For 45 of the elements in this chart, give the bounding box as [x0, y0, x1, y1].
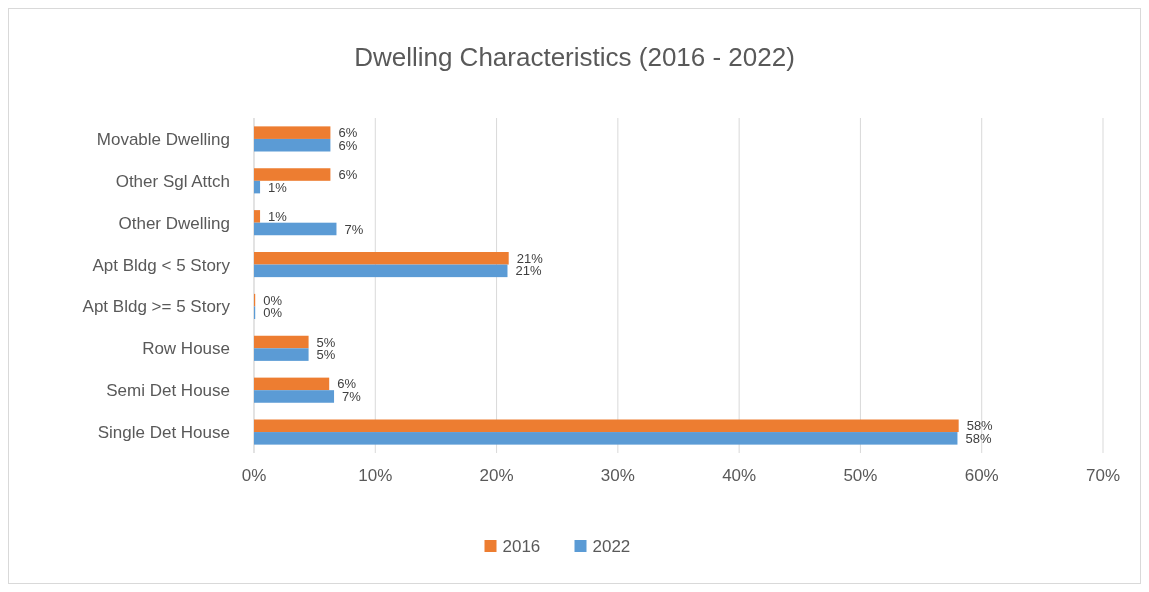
y-tick-label: Semi Det House — [106, 381, 230, 401]
data-label: 1% — [268, 208, 288, 224]
bar — [254, 390, 335, 403]
y-tick-label: Other Sgl Attch — [115, 171, 230, 191]
bar — [254, 252, 509, 265]
y-tick-label: Other Dwelling — [118, 213, 230, 233]
x-tick-label: 70% — [1085, 466, 1121, 485]
data-label: 1% — [268, 179, 288, 195]
y-tick-label: Row House — [142, 339, 230, 359]
bar — [254, 210, 261, 223]
bar — [254, 377, 330, 391]
data-label: 7% — [344, 221, 364, 237]
x-tick-label: 40% — [722, 466, 757, 485]
x-tick-label: 60% — [964, 466, 999, 485]
y-tick-label: Single Det House — [97, 423, 230, 443]
x-tick-label: 20% — [479, 466, 514, 485]
bar — [254, 138, 331, 152]
bar — [254, 126, 331, 139]
legend-label: 2022 — [592, 536, 631, 556]
data-label: 6% — [337, 376, 357, 392]
data-label: 0% — [263, 292, 283, 308]
data-label: 21% — [516, 250, 544, 266]
x-tick-label: 0% — [241, 466, 267, 485]
bar — [254, 168, 331, 181]
bar — [254, 180, 261, 194]
data-label: 5% — [316, 334, 336, 350]
data-label: 6% — [338, 167, 358, 183]
legend-label: 2016 — [502, 536, 541, 556]
y-tick-label: Movable Dwelling — [96, 129, 230, 149]
bar — [254, 348, 309, 361]
bar — [254, 432, 958, 445]
x-tick-label: 50% — [843, 466, 878, 485]
bar — [254, 335, 309, 349]
bar — [254, 222, 337, 236]
x-tick-label: 30% — [600, 466, 635, 485]
data-label: 0% — [263, 305, 283, 321]
data-label: 21% — [515, 263, 542, 279]
chart-title: Dwelling Characteristics (2016 - 2022) — [354, 42, 795, 72]
bar — [254, 264, 508, 278]
data-label: 7% — [342, 389, 362, 405]
y-tick-label: Apt Bldg >= 5 Story — [82, 297, 231, 317]
y-tick-label: Apt Bldg < 5 Story — [92, 255, 231, 275]
x-tick-label: 10% — [358, 466, 393, 485]
bar — [254, 419, 959, 433]
data-label: 5% — [316, 347, 336, 363]
